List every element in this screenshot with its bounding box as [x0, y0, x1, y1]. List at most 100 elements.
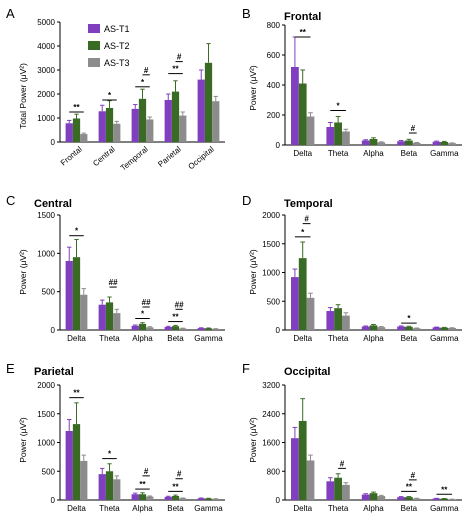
bar [326, 311, 335, 330]
bar [291, 67, 299, 145]
bar [377, 327, 386, 330]
bar [298, 258, 307, 330]
panel-letter-e: E [6, 361, 15, 376]
bar [326, 481, 335, 500]
bar [361, 326, 370, 330]
legend-label-as-t1: AS-T1 [104, 24, 130, 34]
bar [341, 315, 350, 330]
panel-letter-d: D [242, 193, 251, 208]
significance-label: * [108, 450, 112, 459]
bar [397, 326, 406, 330]
bar [298, 420, 307, 500]
panel-e-plot: 0 500 1000 1500 2000 Delta Theta Alpha Beta Gamma… [37, 381, 225, 513]
bar [334, 477, 342, 500]
panel-d-title: Temporal [284, 198, 333, 210]
bar [204, 498, 213, 500]
x-tick-label: Alpha [132, 334, 153, 343]
x-tick-label: Delta [293, 149, 312, 158]
bar [204, 62, 213, 142]
y-tick-label: 500 [42, 288, 56, 297]
bar [306, 297, 315, 330]
bar [113, 479, 121, 500]
bar [377, 142, 386, 145]
bar [179, 498, 187, 500]
x-tick-label: Gamma [430, 334, 459, 343]
bar [138, 323, 147, 330]
y-tick-label: 3000 [37, 66, 55, 75]
bar [105, 107, 114, 142]
bar [197, 79, 205, 142]
y-tick-label: 800 [267, 21, 281, 30]
bar [432, 141, 441, 145]
bar [131, 325, 139, 330]
y-tick-label: 1500 [37, 211, 55, 220]
significance-label: ** [172, 313, 179, 322]
bar [361, 140, 370, 145]
panel-c-ylabel: Power (μV²) [18, 249, 28, 295]
x-tick-label: Gamma [194, 334, 223, 343]
y-tick-label: 5000 [37, 18, 55, 27]
y-tick-label: 1000 [37, 114, 55, 123]
panel-d-plot: 0 500 1000 1500 2000 Delta Theta Alpha Beta Gamma… [262, 211, 462, 343]
legend-label-as-t2: AS-T2 [104, 41, 130, 51]
legend: AS-T1 AS-T2 AS-T3 [88, 24, 130, 68]
significance-label: ** [139, 480, 146, 489]
x-tick-label: Theta [328, 149, 349, 158]
x-tick-label: Theta [328, 504, 349, 513]
significance-label: ## [109, 278, 118, 287]
x-tick-label: Parietal [156, 144, 183, 168]
panel-e-title: Parietal [34, 366, 74, 378]
panel-e-ylabel: Power (μV²) [18, 417, 28, 463]
bar [98, 111, 106, 142]
y-tick-label: 1600 [262, 439, 280, 448]
legend-swatch-as-t1 [88, 24, 100, 33]
bar [197, 498, 205, 500]
significance-label: * [337, 102, 341, 111]
x-tick-label: Alpha [363, 504, 384, 513]
panel-b: B Frontal Power (μV²) 0 200 400 600 800 Delta… [242, 6, 462, 158]
x-tick-label: Beta [401, 334, 418, 343]
y-tick-label: 600 [267, 51, 281, 60]
bar [412, 142, 421, 145]
bar [412, 498, 421, 500]
significance-label: * [407, 314, 411, 323]
y-tick-label: 500 [267, 297, 281, 306]
bar [306, 460, 315, 500]
significance-label: # [144, 467, 149, 476]
bar [412, 328, 421, 330]
legend-swatch-as-t3 [88, 58, 100, 67]
significance-label: ** [406, 482, 413, 491]
y-tick-label: 1000 [262, 269, 280, 278]
bar [146, 119, 154, 142]
y-tick-label: 800 [267, 467, 281, 476]
bar [98, 304, 106, 330]
bar [131, 108, 139, 142]
panel-c: C Central Power (μV²) 0 500 1000 1500 Delta T… [6, 193, 225, 343]
bar [440, 327, 449, 330]
x-tick-label: Delta [293, 334, 312, 343]
x-tick-label: Gamma [194, 504, 223, 513]
panel-b-title: Frontal [284, 11, 321, 23]
x-tick-label: Alpha [363, 334, 384, 343]
bar [72, 257, 81, 330]
bar [306, 116, 315, 145]
x-tick-label: Theta [328, 334, 349, 343]
significance-label: # [340, 459, 345, 468]
bar [65, 123, 73, 142]
bar [197, 328, 205, 330]
bar [448, 143, 456, 145]
panel-c-plot: 0 500 1000 1500 Delta Theta Alpha Beta Gamma * ## *… [37, 211, 225, 343]
significance-label: ## [142, 298, 151, 307]
bar [432, 498, 441, 500]
panel-f-ylabel: Power (μV²) [248, 417, 258, 463]
bar [369, 139, 378, 145]
bar [105, 471, 114, 500]
significance-label: * [301, 228, 305, 237]
bar [405, 326, 413, 330]
y-tick-label: 1500 [262, 240, 280, 249]
significance-label: ** [300, 28, 307, 37]
bar [361, 494, 370, 500]
panel-c-title: Central [34, 198, 72, 210]
panel-letter-f: F [242, 361, 250, 376]
panel-b-ylabel: Power (μV²) [248, 65, 258, 111]
